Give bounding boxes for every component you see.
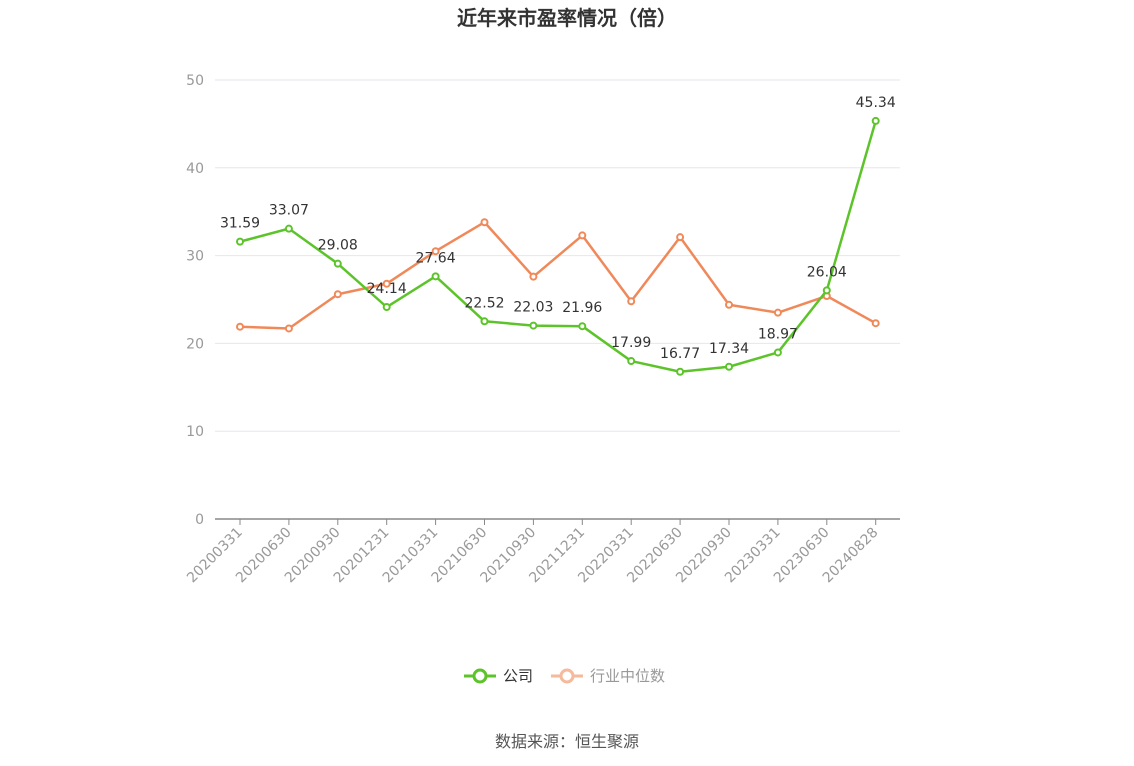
y-tick-label: 20 bbox=[186, 336, 204, 352]
data-point[interactable] bbox=[529, 272, 538, 281]
legend: 公司 行业中位数 bbox=[464, 667, 665, 685]
data-labels: 31.59 33.07 29.08 24.14 27.64 22.52 22.03 21.96… bbox=[220, 95, 896, 362]
data-point[interactable] bbox=[578, 231, 587, 240]
y-tick-label: 30 bbox=[186, 249, 204, 265]
data-point[interactable] bbox=[676, 367, 685, 376]
data-label: 24.14 bbox=[367, 281, 407, 297]
data-point[interactable] bbox=[773, 348, 782, 357]
data-label: 21.96 bbox=[562, 300, 602, 316]
data-point[interactable] bbox=[773, 308, 782, 317]
x-axis: 2020033120200630202009302020123120210331… bbox=[184, 518, 900, 586]
chart-title: 近年来市盈率情况（倍） bbox=[457, 6, 677, 30]
y-tick-label: 40 bbox=[186, 161, 204, 177]
data-point[interactable] bbox=[333, 259, 342, 268]
legend-industry-label: 行业中位数 bbox=[590, 667, 665, 685]
y-tick-label: 10 bbox=[186, 424, 204, 440]
data-point[interactable] bbox=[382, 303, 391, 312]
data-point[interactable] bbox=[725, 362, 733, 371]
data-point[interactable] bbox=[431, 272, 440, 281]
data-point[interactable] bbox=[431, 247, 440, 256]
data-point[interactable] bbox=[284, 224, 293, 233]
data-label: 31.59 bbox=[220, 216, 260, 232]
legend-item-industry-median[interactable]: 行业中位数 bbox=[551, 667, 665, 685]
data-label: 17.34 bbox=[709, 341, 749, 357]
data-point[interactable] bbox=[480, 218, 489, 227]
data-point[interactable] bbox=[627, 297, 636, 306]
data-point[interactable] bbox=[627, 357, 636, 366]
data-label: 33.07 bbox=[269, 203, 309, 219]
data-point[interactable] bbox=[871, 319, 880, 328]
data-point[interactable] bbox=[333, 290, 342, 299]
data-label: 26.04 bbox=[807, 264, 847, 280]
data-point[interactable] bbox=[236, 322, 244, 331]
data-point[interactable] bbox=[284, 324, 293, 333]
data-label: 17.99 bbox=[611, 335, 651, 351]
series-group bbox=[236, 116, 880, 376]
data-point[interactable] bbox=[529, 321, 538, 330]
series-line-0 bbox=[239, 120, 877, 374]
data-label: 22.52 bbox=[464, 295, 504, 311]
data-point[interactable] bbox=[676, 233, 685, 242]
data-point[interactable] bbox=[236, 237, 244, 246]
legend-industry-marker bbox=[559, 668, 575, 684]
data-label: 27.64 bbox=[416, 250, 456, 266]
data-point[interactable] bbox=[382, 279, 391, 288]
y-tick-label: 0 bbox=[195, 512, 204, 528]
data-label: 18.97 bbox=[758, 326, 798, 342]
legend-item-company[interactable]: 公司 bbox=[464, 667, 533, 685]
y-tick-label: 50 bbox=[186, 73, 204, 89]
data-source: 数据来源：恒生聚源 bbox=[495, 732, 639, 751]
data-point[interactable] bbox=[578, 322, 587, 331]
data-point[interactable] bbox=[480, 317, 489, 326]
data-label: 29.08 bbox=[318, 238, 358, 254]
series-line-1 bbox=[239, 220, 877, 330]
data-point[interactable] bbox=[725, 300, 733, 309]
data-label: 16.77 bbox=[660, 346, 700, 362]
legend-company-marker bbox=[472, 668, 488, 684]
data-label: 45.34 bbox=[856, 95, 896, 111]
data-label: 22.03 bbox=[513, 300, 553, 316]
y-axis: 0 10 20 30 40 50 bbox=[186, 73, 204, 528]
data-point[interactable] bbox=[822, 286, 831, 295]
data-point[interactable] bbox=[871, 116, 880, 125]
legend-company-label: 公司 bbox=[503, 667, 533, 685]
